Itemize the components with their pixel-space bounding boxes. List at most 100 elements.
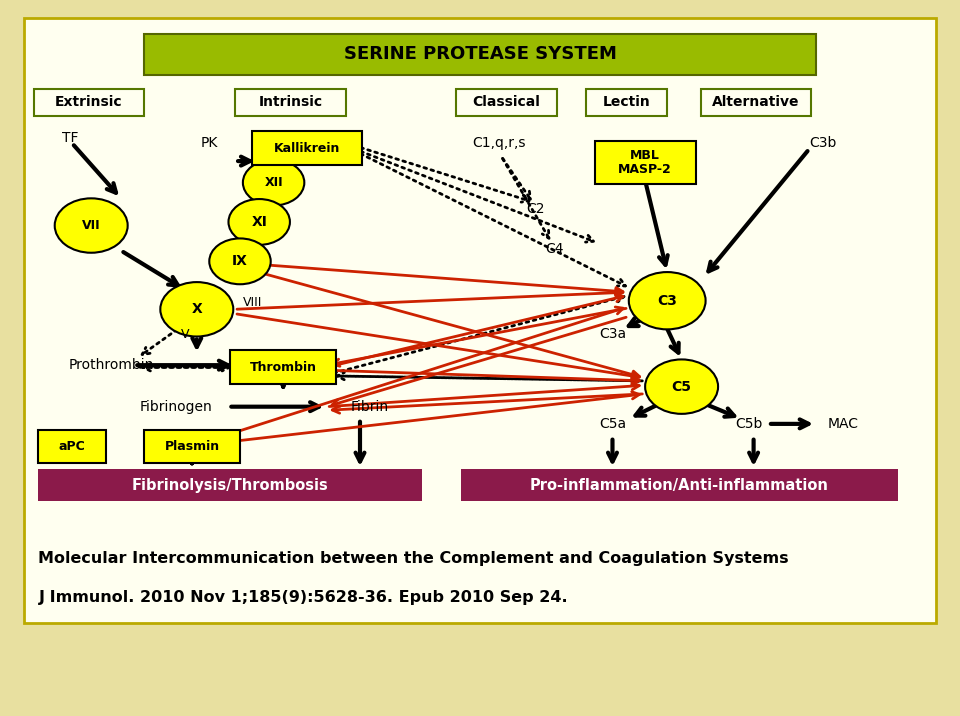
- FancyArrowPatch shape: [192, 338, 202, 347]
- FancyArrowPatch shape: [701, 402, 734, 417]
- Text: Molecular Intercommunication between the Complement and Coagulation Systems: Molecular Intercommunication between the…: [38, 551, 789, 566]
- FancyArrowPatch shape: [646, 183, 668, 265]
- Text: J Immunol. 2010 Nov 1;185(9):5628-36. Epub 2010 Sep 24.: J Immunol. 2010 Nov 1;185(9):5628-36. Ep…: [38, 591, 568, 605]
- FancyBboxPatch shape: [38, 469, 422, 501]
- FancyArrowPatch shape: [329, 294, 623, 367]
- Text: MBL
MASP-2: MBL MASP-2: [618, 149, 672, 176]
- FancyArrowPatch shape: [142, 325, 183, 354]
- FancyArrowPatch shape: [187, 453, 197, 463]
- Text: Thrombin: Thrombin: [250, 361, 317, 374]
- FancyArrowPatch shape: [195, 392, 639, 446]
- FancyArrowPatch shape: [143, 364, 232, 371]
- FancyArrowPatch shape: [332, 309, 626, 367]
- FancyArrowPatch shape: [771, 420, 808, 428]
- FancyArrowPatch shape: [361, 147, 529, 202]
- FancyBboxPatch shape: [461, 469, 898, 501]
- FancyArrowPatch shape: [238, 157, 250, 165]
- FancyBboxPatch shape: [701, 89, 811, 116]
- Text: aPC: aPC: [59, 440, 85, 453]
- FancyArrowPatch shape: [361, 151, 593, 242]
- Text: C3a: C3a: [599, 327, 626, 342]
- Circle shape: [243, 160, 304, 205]
- FancyArrowPatch shape: [708, 151, 807, 271]
- Text: VIII: VIII: [243, 296, 262, 309]
- Text: C5a: C5a: [599, 417, 626, 431]
- Text: C4: C4: [545, 242, 564, 256]
- Text: Prothrombin: Prothrombin: [69, 358, 155, 372]
- FancyArrowPatch shape: [337, 372, 642, 381]
- FancyBboxPatch shape: [144, 34, 816, 75]
- Text: C3b: C3b: [809, 136, 836, 150]
- Text: C1,q,r,s: C1,q,r,s: [472, 136, 526, 150]
- Text: SERINE PROTEASE SYSTEM: SERINE PROTEASE SYSTEM: [344, 45, 616, 64]
- FancyArrowPatch shape: [240, 263, 623, 295]
- FancyBboxPatch shape: [456, 89, 557, 116]
- Text: IX: IX: [232, 254, 248, 268]
- Circle shape: [55, 198, 128, 253]
- Text: XII: XII: [264, 176, 283, 189]
- FancyBboxPatch shape: [235, 89, 346, 116]
- Text: Extrinsic: Extrinsic: [55, 95, 123, 110]
- Text: TF: TF: [62, 131, 79, 145]
- FancyArrowPatch shape: [329, 370, 639, 384]
- FancyArrowPatch shape: [74, 145, 116, 193]
- Text: Intrinsic: Intrinsic: [258, 95, 323, 110]
- FancyArrowPatch shape: [629, 318, 645, 326]
- Text: X: X: [191, 302, 203, 316]
- FancyBboxPatch shape: [252, 131, 362, 165]
- Text: MAC: MAC: [828, 417, 858, 431]
- FancyArrowPatch shape: [240, 267, 639, 378]
- Text: Fibrinolysis/Thrombosis: Fibrinolysis/Thrombosis: [132, 478, 328, 493]
- Text: Pro-inflammation/Anti-inflammation: Pro-inflammation/Anti-inflammation: [530, 478, 828, 493]
- Text: Classical: Classical: [472, 95, 540, 110]
- Text: XI: XI: [252, 215, 267, 229]
- Text: C5b: C5b: [735, 417, 762, 431]
- FancyArrowPatch shape: [361, 154, 626, 286]
- Text: C2: C2: [526, 202, 545, 216]
- Text: Lectin: Lectin: [603, 95, 650, 110]
- Circle shape: [160, 282, 233, 337]
- FancyArrowPatch shape: [332, 394, 642, 413]
- FancyBboxPatch shape: [230, 350, 336, 384]
- Circle shape: [228, 199, 290, 245]
- Text: Fibrin: Fibrin: [350, 400, 389, 414]
- FancyBboxPatch shape: [24, 18, 936, 623]
- FancyArrowPatch shape: [749, 440, 758, 462]
- FancyBboxPatch shape: [38, 430, 106, 463]
- Text: VII: VII: [82, 219, 101, 232]
- Circle shape: [645, 359, 718, 414]
- Text: C5: C5: [672, 379, 691, 394]
- Text: C3: C3: [658, 294, 677, 308]
- FancyArrowPatch shape: [636, 402, 662, 416]
- FancyArrowPatch shape: [608, 440, 617, 462]
- Circle shape: [629, 272, 706, 329]
- FancyBboxPatch shape: [34, 89, 144, 116]
- FancyArrowPatch shape: [662, 319, 679, 353]
- FancyArrowPatch shape: [137, 361, 228, 369]
- FancyArrowPatch shape: [503, 158, 531, 199]
- FancyArrowPatch shape: [195, 307, 623, 445]
- FancyBboxPatch shape: [144, 430, 240, 463]
- FancyArrowPatch shape: [355, 422, 365, 462]
- FancyArrowPatch shape: [334, 295, 624, 373]
- FancyArrowPatch shape: [123, 252, 178, 286]
- FancyBboxPatch shape: [595, 141, 695, 184]
- FancyArrowPatch shape: [140, 364, 229, 371]
- FancyArrowPatch shape: [502, 158, 549, 238]
- Text: Kallikrein: Kallikrein: [274, 142, 341, 155]
- FancyArrowPatch shape: [280, 163, 300, 171]
- Text: Alternative: Alternative: [712, 95, 800, 110]
- Text: PK: PK: [201, 136, 218, 150]
- Text: V: V: [181, 328, 189, 341]
- FancyArrowPatch shape: [278, 377, 288, 387]
- Text: Plasmin: Plasmin: [164, 440, 220, 453]
- FancyArrowPatch shape: [237, 314, 639, 379]
- FancyArrowPatch shape: [237, 289, 623, 309]
- FancyArrowPatch shape: [334, 376, 639, 384]
- FancyBboxPatch shape: [586, 89, 667, 116]
- FancyArrowPatch shape: [329, 382, 639, 407]
- Circle shape: [209, 238, 271, 284]
- FancyArrowPatch shape: [332, 317, 626, 407]
- FancyArrowPatch shape: [231, 402, 319, 411]
- Text: Fibrinogen: Fibrinogen: [139, 400, 212, 414]
